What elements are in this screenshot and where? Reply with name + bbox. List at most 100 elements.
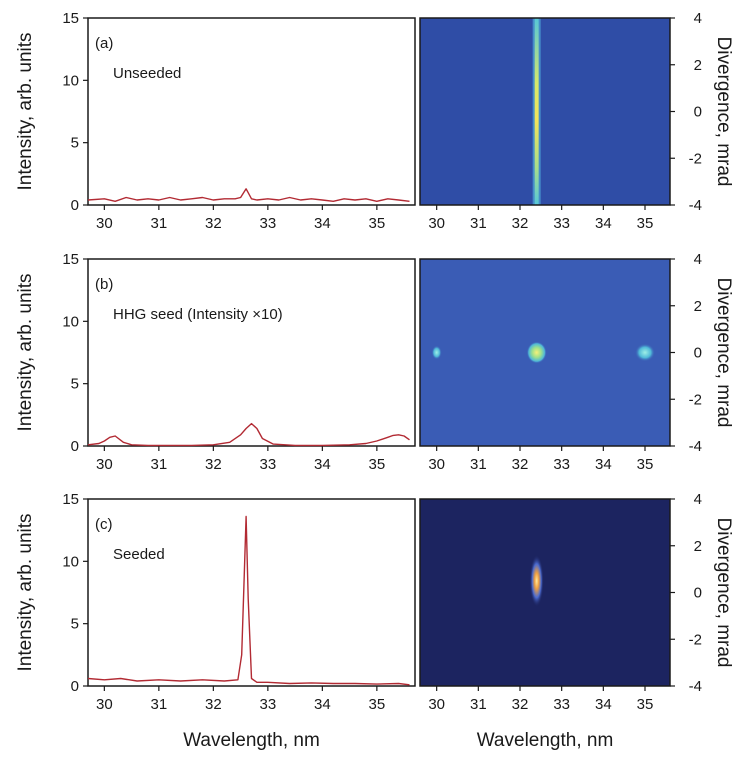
plot-frame	[87, 258, 416, 447]
x-tick-label: 33	[260, 696, 277, 713]
x-tick-label: 30	[96, 456, 113, 473]
x-tick-label: 31	[151, 696, 168, 713]
x-tick-label: 30	[428, 696, 445, 713]
y-tick-label: -2	[689, 150, 702, 167]
x-axis-label: Wavelength, nm	[183, 730, 320, 751]
heatmap-features	[431, 341, 655, 364]
heatmap-features	[529, 554, 544, 607]
x-tick-label: 31	[470, 696, 487, 713]
x-tick-label: 34	[595, 215, 612, 232]
panel-label-b: (b)	[95, 276, 113, 293]
y-tick-label: 0	[71, 678, 79, 695]
x-tick-label: 32	[512, 696, 529, 713]
plot-frame	[87, 17, 416, 206]
y-tick-label: 0	[694, 345, 702, 362]
y-tick-label: -2	[689, 391, 702, 408]
panel-c: 30 31 32 33 34 35 0 5 10 15 Intensity, arb. units W…	[15, 491, 734, 751]
x-tick-label: 34	[314, 215, 331, 232]
annotation-b: HHG seed (Intensity ×10)	[113, 306, 283, 323]
annotation-c: Seeded	[113, 546, 165, 563]
y-axis-label-right: Divergence, mrad	[713, 518, 734, 668]
x-tick-label: 33	[260, 456, 277, 473]
x-tick-label: 32	[512, 215, 529, 232]
x-tick-label: 33	[553, 696, 570, 713]
heatmap-background	[420, 18, 670, 205]
line-plot-b: 30 31 32 33 34 35 0 5 10 15 Intensity, arb. units	[15, 251, 416, 473]
y-tick-label: 0	[71, 197, 79, 214]
heatmap-spot	[526, 341, 547, 364]
y-tick-label: 4	[694, 10, 702, 27]
y-tick-label: 2	[694, 298, 702, 315]
y-tick-label: 2	[694, 57, 702, 74]
panel-label-c: (c)	[95, 516, 113, 533]
heatmap-spot	[529, 554, 544, 607]
x-tick-label: 35	[369, 696, 386, 713]
spectrum-line	[87, 422, 410, 447]
heatmap-a: 30 31 32 33 34 35 -4 -2 0 2 4 Divergence, mrad	[419, 10, 734, 232]
panel-label-a: (a)	[95, 35, 113, 52]
heatmap-c: 30 31 32 33 34 35 -4 -2 0 2 4 Divergence, mrad Wavel…	[419, 491, 734, 751]
x-tick-label: 35	[637, 215, 654, 232]
heatmap-b: 30 31 32 33 34 35 -4 -2 0 2 4 Divergence, mrad	[419, 251, 734, 473]
heatmap-features	[532, 18, 541, 205]
x-tick-label: 31	[470, 215, 487, 232]
x-tick-label: 30	[96, 215, 113, 232]
annotation-a: Unseeded	[113, 65, 181, 82]
plot-frame	[87, 498, 416, 687]
x-tick-label: 33	[553, 456, 570, 473]
y-tick-label: 15	[62, 251, 79, 268]
x-tick-label: 34	[595, 456, 612, 473]
heatmap-background	[420, 499, 670, 686]
y-tick-label: 5	[71, 616, 79, 633]
y-axis-label: Intensity, arb. units	[15, 273, 36, 431]
x-tick-label: 34	[314, 696, 331, 713]
x-tick-label: 33	[553, 215, 570, 232]
x-tick-label: 30	[428, 215, 445, 232]
y-tick-label: 0	[694, 585, 702, 602]
x-tick-label: 32	[205, 696, 222, 713]
y-tick-label: 15	[62, 491, 79, 508]
x-tick-label: 35	[369, 215, 386, 232]
x-tick-label: 35	[369, 456, 386, 473]
x-tick-label: 32	[205, 456, 222, 473]
y-axis-label: Intensity, arb. units	[15, 32, 36, 190]
line-plot-c: 30 31 32 33 34 35 0 5 10 15 Intensity, arb. units W…	[15, 491, 416, 751]
y-tick-label: -4	[689, 678, 702, 695]
x-tick-label: 31	[151, 215, 168, 232]
heatmap-spot	[635, 343, 655, 362]
y-tick-label: 5	[71, 376, 79, 393]
y-tick-label: -4	[689, 197, 702, 214]
x-tick-label: 34	[595, 696, 612, 713]
y-tick-label: 4	[694, 491, 702, 508]
y-tick-label: 0	[71, 438, 79, 455]
y-tick-label: 10	[62, 313, 79, 330]
y-tick-label: -4	[689, 438, 702, 455]
x-tick-label: 35	[637, 456, 654, 473]
y-tick-label: 5	[71, 135, 79, 152]
y-axis-label-right: Divergence, mrad	[713, 278, 734, 428]
y-tick-label: 2	[694, 538, 702, 555]
x-tick-label: 31	[151, 456, 168, 473]
x-tick-label: 32	[512, 456, 529, 473]
x-tick-label: 33	[260, 215, 277, 232]
y-tick-label: 0	[694, 104, 702, 121]
x-axis-label: Wavelength, nm	[477, 730, 614, 751]
spectrum-line	[87, 188, 410, 202]
heatmap-spot	[431, 345, 442, 360]
y-tick-label: -2	[689, 631, 702, 648]
y-tick-label: 10	[62, 72, 79, 89]
spectrum-line	[87, 515, 410, 686]
line-plot-a: 30 31 32 33 34 35 0 5 10 15 Intensity, arb. units	[15, 10, 416, 232]
x-tick-label: 35	[637, 696, 654, 713]
heatmap-stripe	[534, 18, 539, 205]
x-tick-label: 31	[470, 456, 487, 473]
y-tick-label: 15	[62, 10, 79, 27]
y-axis-label-right: Divergence, mrad	[713, 37, 734, 187]
x-tick-label: 30	[428, 456, 445, 473]
x-tick-label: 30	[96, 696, 113, 713]
x-tick-label: 32	[205, 215, 222, 232]
y-axis-label: Intensity, arb. units	[15, 513, 36, 671]
